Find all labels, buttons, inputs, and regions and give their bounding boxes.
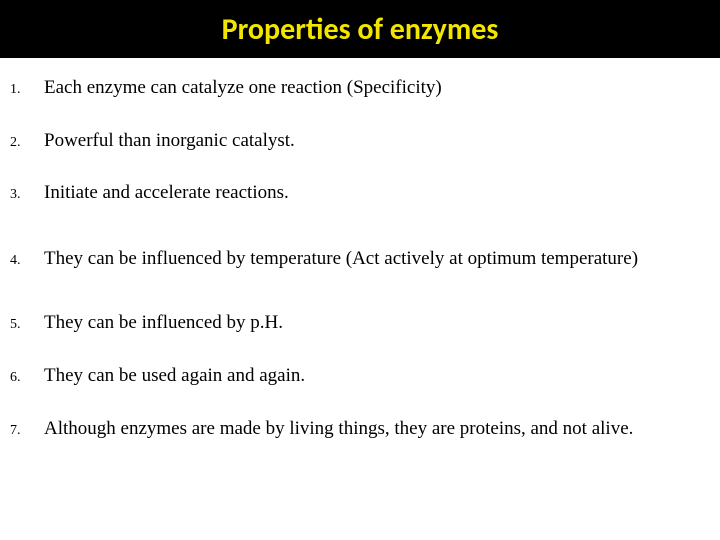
list-item: 3. Initiate and accelerate reactions. xyxy=(10,181,710,206)
list-item: 1. Each enzyme can catalyze one reaction… xyxy=(10,76,710,101)
item-text: They can be influenced by p.H. xyxy=(44,311,710,336)
properties-list: 1. Each enzyme can catalyze one reaction… xyxy=(10,76,710,442)
item-text: Initiate and accelerate reactions. xyxy=(44,181,710,206)
item-number: 6. xyxy=(10,369,44,387)
item-text: They can be influenced by temperature (A… xyxy=(44,234,710,283)
list-item: 2. Powerful than inorganic catalyst. xyxy=(10,129,710,154)
list-item: 4. They can be influenced by temperature… xyxy=(10,234,710,283)
item-text: Although enzymes are made by living thin… xyxy=(44,417,710,442)
item-text: They can be used again and again. xyxy=(44,364,710,389)
item-number: 4. xyxy=(10,252,44,270)
title-bar: Properties of enzymes xyxy=(0,0,720,58)
list-item: 6. They can be used again and again. xyxy=(10,364,710,389)
slide-title: Properties of enzymes xyxy=(222,11,499,48)
item-number: 1. xyxy=(10,81,44,99)
item-number: 3. xyxy=(10,186,44,204)
item-number: 2. xyxy=(10,134,44,152)
list-item: 7. Although enzymes are made by living t… xyxy=(10,417,710,442)
list-item: 5. They can be influenced by p.H. xyxy=(10,311,710,336)
item-text: Powerful than inorganic catalyst. xyxy=(44,129,710,154)
item-number: 7. xyxy=(10,422,44,440)
content-area: 1. Each enzyme can catalyze one reaction… xyxy=(0,58,720,442)
item-number: 5. xyxy=(10,316,44,334)
item-text: Each enzyme can catalyze one reaction (S… xyxy=(44,76,710,101)
